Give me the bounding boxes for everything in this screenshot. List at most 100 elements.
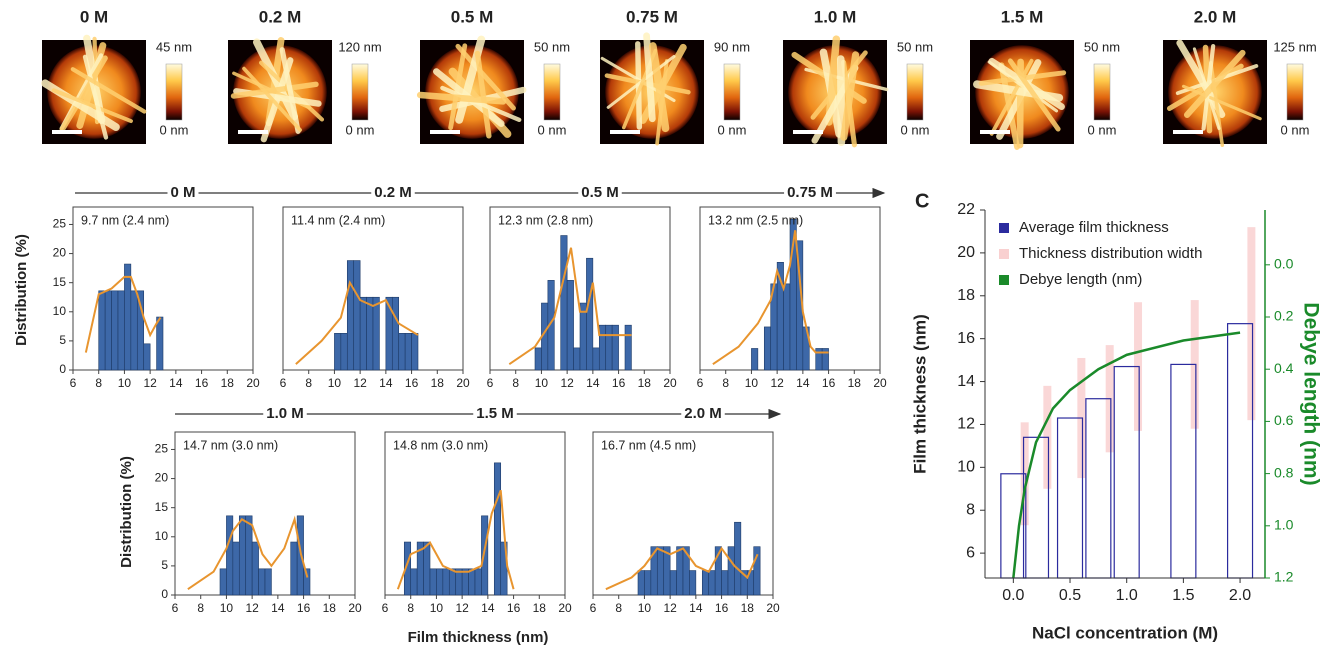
- afm-fiber: [649, 42, 670, 133]
- x-tick-label: 20: [348, 601, 362, 615]
- y2-tick-label: 0.4: [1274, 360, 1294, 376]
- annotation: 16.7 nm (4.5 nm): [601, 438, 696, 452]
- y-tick-label: 15: [155, 500, 169, 514]
- histogram-bar: [566, 280, 574, 371]
- y-tick-label: 8: [966, 501, 975, 518]
- fit-curve: [508, 247, 632, 366]
- x-tick-label: 0.0: [1002, 587, 1024, 604]
- x-tick-label: 16: [297, 601, 311, 615]
- concentration-label: 1.5 M: [476, 405, 514, 422]
- histogram-bar: [468, 568, 476, 596]
- fit-curve: [605, 546, 759, 591]
- colorbar-min: 0 nm: [718, 122, 747, 137]
- x-tick-label: 18: [848, 376, 862, 390]
- y2-tick-label: 0.2: [1274, 308, 1294, 324]
- x-tick-label: 16: [507, 601, 521, 615]
- histogram-bar: [442, 568, 450, 596]
- histogram-bar: [404, 333, 412, 371]
- label-background: [167, 183, 199, 201]
- y-tick-label: 15: [53, 275, 67, 289]
- y-tick-label: 14: [957, 373, 975, 390]
- histogram-bar: [579, 302, 587, 371]
- afm-fiber: [840, 51, 860, 141]
- histogram-bar: [751, 348, 759, 371]
- histogram-bar: [708, 570, 716, 596]
- histogram-bar: [290, 541, 298, 596]
- x-tick-label: 18: [221, 376, 235, 390]
- panel-label: C: [915, 190, 929, 212]
- x-tick-label: 10: [638, 601, 652, 615]
- histogram-bar: [398, 333, 406, 371]
- afm-fiber: [82, 54, 109, 140]
- y2-tick-label: 0.6: [1274, 412, 1294, 428]
- y-tick-label: 12: [957, 416, 975, 433]
- x-tick-label: 14: [689, 601, 703, 615]
- colorbar-min: 0 nm: [160, 122, 189, 137]
- x-tick-label: 20: [558, 601, 572, 615]
- concentration-label: 0.2 M: [374, 184, 412, 201]
- afm-fiber: [252, 38, 299, 121]
- annotation: 11.4 nm (2.4 nm): [291, 213, 385, 227]
- scale-bar: [1173, 130, 1203, 134]
- fit-curve: [84, 275, 162, 353]
- image-label: 0.75 M: [626, 7, 678, 26]
- histogram-bar: [423, 541, 431, 596]
- legend-label: Thickness distribution width: [1019, 245, 1202, 262]
- colorbar-min: 0 nm: [538, 122, 567, 137]
- afm-fiber: [989, 58, 1034, 136]
- x-tick-label: 14: [481, 601, 495, 615]
- x-tick-label: 18: [638, 376, 652, 390]
- image-label: 0 M: [80, 7, 108, 26]
- histogram-bar: [821, 348, 829, 371]
- colorbar-min: 0 nm: [346, 122, 375, 137]
- histogram-bar: [598, 324, 607, 371]
- colorbar: [165, 63, 183, 121]
- histogram-bar: [560, 235, 568, 371]
- afm-fiber: [440, 85, 522, 122]
- x-tick-label: 20: [766, 601, 780, 615]
- y-tick-label: 10: [957, 459, 975, 476]
- histogram-bar: [637, 570, 645, 596]
- afm-fiber: [242, 66, 303, 132]
- colorbar: [351, 63, 369, 121]
- annotation: 14.8 nm (3.0 nm): [393, 438, 488, 452]
- afm-fiber: [51, 88, 133, 124]
- debye-line: [1012, 331, 1241, 579]
- concentration-label: 0.5 M: [581, 184, 619, 201]
- histogram-bar: [656, 546, 665, 596]
- colorbar-max: 50 nm: [1084, 39, 1120, 54]
- x-tick-label: 12: [455, 601, 469, 615]
- x-tick-label: 10: [118, 376, 132, 390]
- y-tick-label: 16: [957, 330, 975, 347]
- colorbar: [723, 63, 741, 121]
- x-tick-label: 6: [697, 376, 704, 390]
- image-label: 2.0 M: [1194, 7, 1237, 26]
- histogram-bar: [763, 326, 772, 371]
- histogram-bar: [461, 568, 469, 596]
- x-tick-label: 12: [770, 376, 784, 390]
- y-tick-label: 20: [957, 244, 975, 261]
- histogram-bar: [258, 568, 266, 596]
- label-background: [371, 183, 415, 201]
- y-tick-label: 20: [155, 471, 169, 485]
- label-background: [473, 404, 517, 422]
- histogram-bar: [117, 290, 125, 371]
- x-tick-label: 18: [741, 601, 755, 615]
- x-tick-label: 10: [220, 601, 234, 615]
- x-tick-label: 6: [487, 376, 494, 390]
- histogram-bar: [734, 521, 742, 596]
- x-tick-label: 6: [172, 601, 179, 615]
- histogram-bar: [156, 316, 164, 371]
- x-tick-label: 10: [430, 601, 444, 615]
- scale-bar: [980, 130, 1010, 134]
- x-tick-label: 6: [382, 601, 389, 615]
- colorbar-min: 0 nm: [901, 122, 930, 137]
- histogram-bar: [534, 347, 542, 371]
- histogram-bar: [124, 263, 132, 371]
- histogram-bar: [219, 568, 227, 596]
- y-tick-label: 25: [155, 442, 169, 456]
- fit-curve: [295, 280, 419, 365]
- histogram-bar: [136, 290, 145, 371]
- histogram-bar: [547, 280, 555, 371]
